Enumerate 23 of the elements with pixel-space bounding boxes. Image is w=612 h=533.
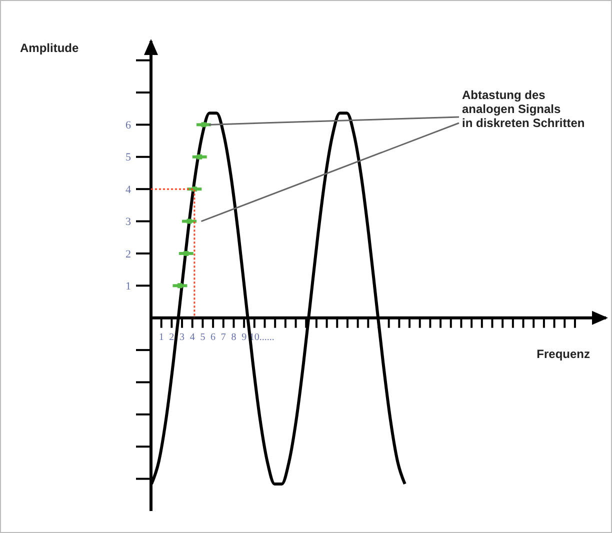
x-tick-label: 4 [190,332,195,343]
y-tick-label: 4 [126,184,132,196]
y-tick-label: 6 [126,120,132,132]
y-tick-label: 5 [126,152,132,164]
y-tick-label: 1 [126,280,131,293]
y-tick-label: 2 [126,248,131,260]
point [197,154,202,160]
y-axis-title: Amplitude [20,41,79,55]
x-axis-title: Frequenz [536,347,590,361]
point [186,218,192,224]
point [201,122,206,128]
x-tick-label: 8 [231,332,236,343]
x-tick-label: 6 [210,332,216,343]
y-tick-label: 3 [126,216,132,228]
x-tick-label: 1 [158,332,164,343]
point [184,250,189,256]
x-tick-label: 7 [220,332,226,343]
annotation: Abtastung des analogen Signals in diskreten Schritten [462,88,585,130]
x-tick-label: 3 [180,332,185,343]
x-tick-label: 2 [169,332,174,343]
point [177,283,182,288]
x-tick-label: 9 [242,332,247,343]
x-tick-label: 5 [200,332,206,343]
